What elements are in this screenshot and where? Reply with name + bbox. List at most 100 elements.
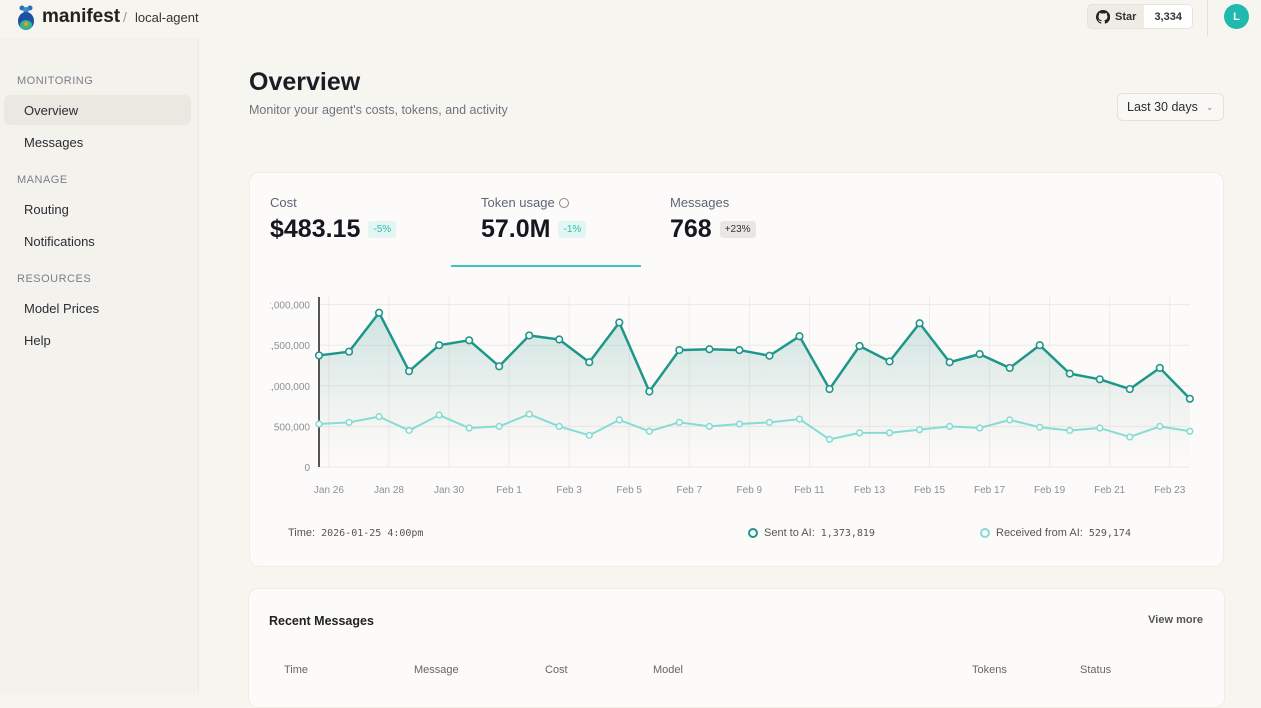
stat-value: $483.15 — [270, 215, 361, 243]
sidebar-item-messages[interactable]: Messages — [24, 134, 84, 150]
received-label: Received from AI: — [996, 527, 1083, 539]
x-tick-label: Feb 13 — [854, 485, 886, 496]
github-star-button[interactable]: Star 3,334 — [1087, 4, 1193, 29]
column-header-cost: Cost — [545, 664, 568, 676]
sent-point — [975, 350, 984, 359]
received-line — [318, 413, 1191, 441]
received-point — [735, 420, 744, 428]
x-tick-label: Feb 9 — [737, 485, 763, 496]
overview-chart-card: Cost $483.15 -5% Token usage 57.0M -1% Mes… — [249, 172, 1224, 567]
sent-area — [319, 312, 1190, 467]
sent-point — [1185, 394, 1194, 403]
x-tick-label: Feb 23 — [1154, 485, 1186, 496]
stat-token-usage[interactable]: Token usage 57.0M -1% — [481, 195, 587, 244]
top-bar: manifest / local-agent Star 3,334 L — [0, 0, 1261, 38]
chevron-down-icon: ⌄ — [1205, 101, 1214, 112]
received-point — [1006, 416, 1014, 424]
sidebar-item-overview[interactable]: Overview — [4, 95, 191, 125]
info-icon[interactable] — [558, 197, 569, 208]
time-value: 2026-01-25 4:00pm — [321, 527, 424, 539]
change-badge: -1% — [558, 221, 587, 238]
sidebar-item-help[interactable]: Help — [24, 332, 51, 348]
page-subtitle: Monitor your agent's costs, tokens, and … — [249, 103, 508, 117]
github-icon — [1096, 9, 1110, 24]
received-point — [645, 427, 653, 435]
star-label: Star — [1115, 10, 1137, 23]
change-badge: +23% — [719, 221, 756, 238]
x-tick-label: Feb 1 — [496, 485, 522, 496]
received-point — [705, 422, 713, 430]
received-point — [375, 413, 383, 421]
x-tick-label: Jan 26 — [314, 485, 344, 496]
section-monitoring: MONITORING — [17, 75, 94, 87]
sent-point — [585, 358, 594, 367]
sent-point — [855, 341, 864, 351]
sent-point — [1155, 363, 1164, 373]
stat-messages[interactable]: Messages 768 +23% — [670, 195, 756, 244]
sent-point — [765, 351, 774, 360]
sent-point — [344, 347, 354, 356]
received-value: 529,174 — [1088, 527, 1131, 539]
received-point — [1186, 427, 1194, 435]
x-tick-label: Feb 11 — [794, 485, 825, 496]
stat-value: 768 — [670, 215, 712, 243]
received-dot-icon — [980, 528, 990, 538]
received-point — [345, 418, 353, 426]
section-manage: MANAGE — [17, 174, 68, 186]
received-point — [765, 418, 774, 426]
x-tick-label: Feb 17 — [974, 485, 1006, 496]
sent-point — [404, 367, 414, 376]
received-point — [1036, 423, 1044, 431]
sent-point — [525, 331, 534, 340]
sent-line — [318, 311, 1191, 400]
sent-point — [645, 387, 654, 396]
sidebar-item-routing[interactable]: Routing — [24, 201, 69, 217]
user-avatar[interactable]: L — [1224, 4, 1249, 29]
received-point — [1126, 433, 1134, 441]
y-tick-label: 1,000,000 — [266, 382, 311, 393]
y-tick-label: 2,000,000 — [266, 301, 311, 312]
recent-messages-title: Recent Messages — [269, 614, 374, 628]
divider — [1207, 0, 1208, 36]
received-point — [915, 426, 924, 434]
y-tick-label: 1,500,000 — [266, 341, 311, 352]
sent-dot-icon — [748, 528, 758, 538]
y-tick-label: 0 — [304, 463, 310, 474]
star-count: 3,334 — [1144, 5, 1192, 28]
received-point — [615, 416, 623, 424]
legend-received: Received from AI: 529,174 — [980, 527, 1131, 539]
token-usage-chart[interactable]: 0 500,000 1,000,000 1,500,000 2,000,000 Jan 2… — [250, 173, 1225, 513]
column-header-status: Status — [1080, 664, 1112, 676]
received-point — [315, 420, 323, 428]
sidebar-item-model-prices[interactable]: Model Prices — [24, 300, 100, 316]
peacock-logo-icon — [18, 5, 34, 30]
sent-point — [615, 318, 624, 327]
view-more-link[interactable]: View more — [1148, 614, 1203, 626]
sent-point — [1095, 375, 1104, 384]
sent-point — [885, 357, 894, 366]
sent-point — [495, 362, 504, 371]
sent-point — [1125, 384, 1134, 394]
brand-name[interactable]: manifest — [42, 6, 121, 27]
sent-point — [825, 384, 834, 394]
tooltip-time: Time: 2026-01-25 4:00pm — [288, 527, 423, 539]
sent-point — [945, 358, 954, 367]
x-tick-label: Feb 15 — [914, 485, 946, 496]
section-resources: RESOURCES — [17, 273, 92, 285]
stat-label: Messages — [670, 195, 730, 210]
received-point — [855, 429, 864, 437]
sent-label: Sent to AI: — [764, 527, 815, 539]
x-tick-label: Feb 5 — [616, 485, 642, 496]
received-point — [495, 422, 503, 430]
received-point — [1156, 422, 1164, 430]
recent-messages-card: Recent Messages View more Time Message C… — [248, 588, 1225, 708]
x-tick-label: Feb 3 — [556, 485, 582, 496]
stat-cost[interactable]: Cost $483.15 -5% — [270, 195, 397, 244]
change-badge: -5% — [368, 221, 397, 238]
received-point — [525, 410, 533, 418]
received-point — [795, 415, 804, 423]
received-point — [1066, 426, 1074, 435]
sidebar-item-notifications[interactable]: Notifications — [24, 233, 95, 249]
project-name[interactable]: local-agent — [135, 10, 199, 25]
date-range-select[interactable]: Last 30 days ⌄ — [1117, 93, 1224, 121]
